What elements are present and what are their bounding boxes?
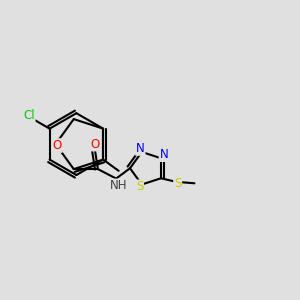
Text: NH: NH — [110, 179, 127, 192]
Text: N: N — [136, 142, 145, 155]
Text: O: O — [52, 139, 62, 152]
Text: O: O — [90, 138, 100, 151]
Text: N: N — [160, 148, 168, 161]
Text: S: S — [174, 177, 182, 190]
Text: Cl: Cl — [23, 109, 35, 122]
Text: S: S — [136, 180, 143, 193]
